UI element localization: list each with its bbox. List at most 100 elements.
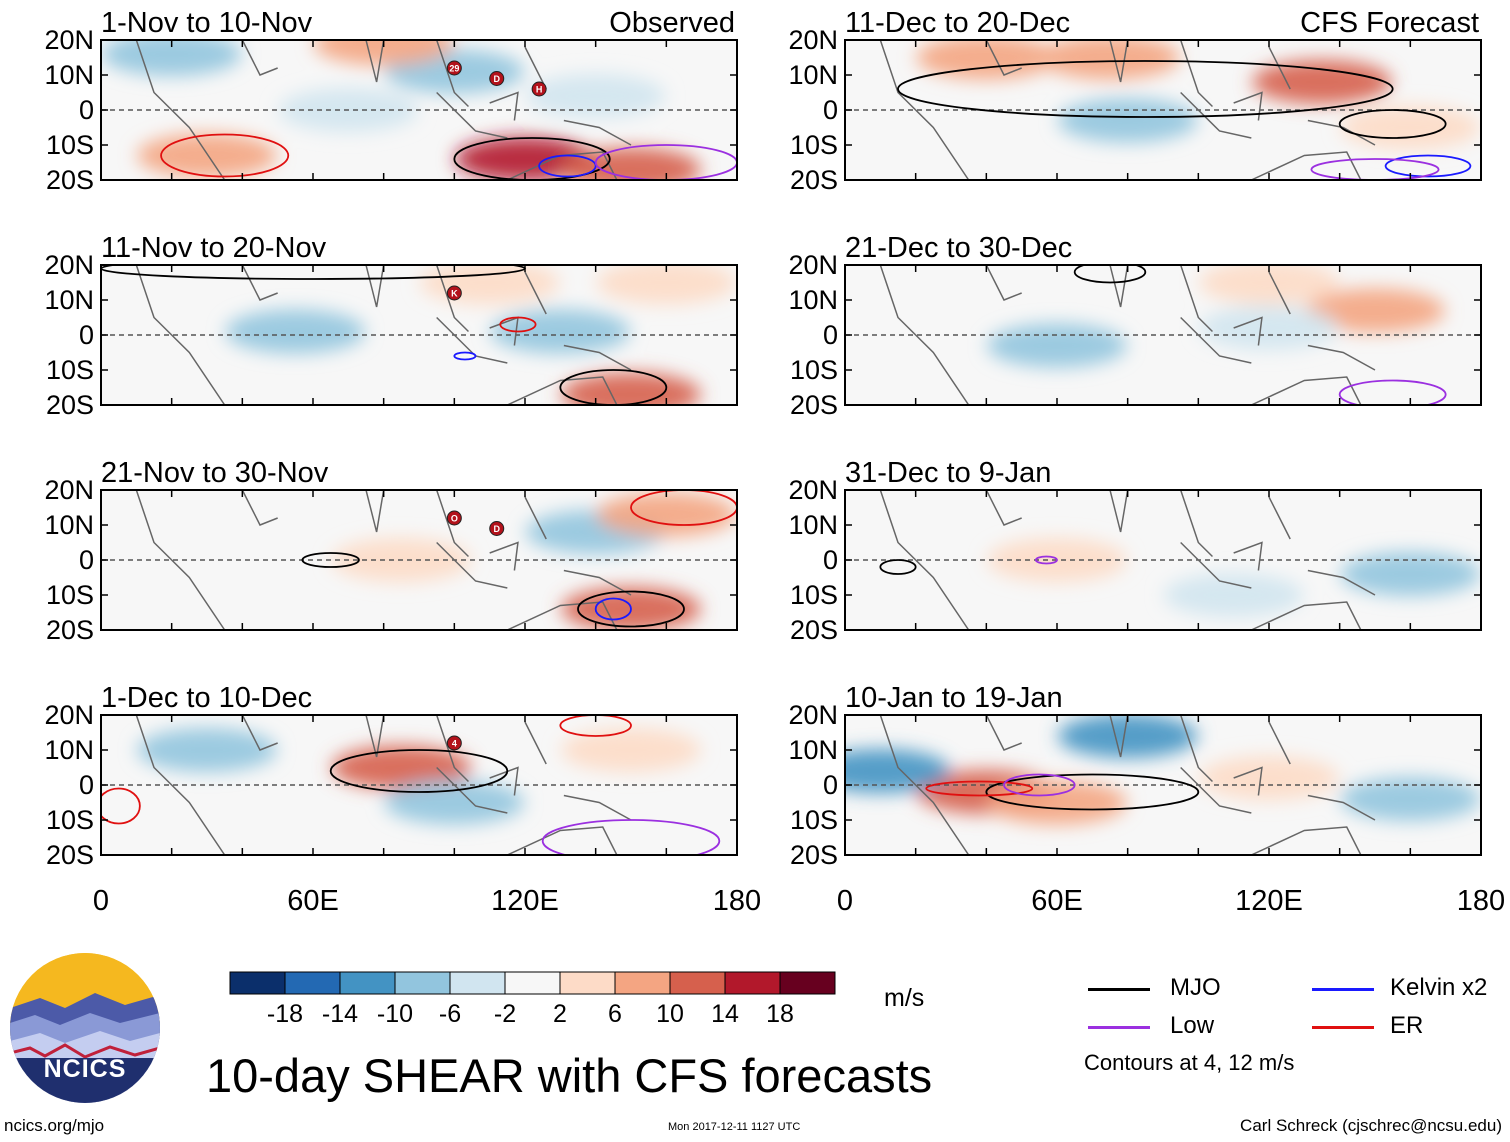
shear-anomaly-blob <box>1057 98 1198 143</box>
shear-anomaly-blob <box>1199 306 1339 350</box>
shear-anomaly-blob <box>561 372 701 405</box>
contour-er <box>101 787 141 825</box>
column-label: Observed <box>609 7 735 39</box>
shear-anomaly-blob <box>331 745 472 790</box>
y-tick-label: 20S <box>790 615 838 645</box>
shear-anomaly-blob <box>137 728 277 772</box>
colorbar-tick-label: 6 <box>608 1000 622 1028</box>
colorbar-tick-label: -2 <box>494 1000 516 1028</box>
colorbar-tick-label: 10 <box>656 1000 684 1028</box>
contour-low <box>1034 555 1058 565</box>
x-tick-label: 60E <box>1031 885 1083 917</box>
coastline <box>879 265 1376 405</box>
colorbar-tick-label: -14 <box>322 1000 358 1028</box>
contour-mjo <box>559 369 668 405</box>
y-tick-label: 10S <box>46 580 94 610</box>
shear-anomaly-blob <box>455 137 595 180</box>
y-tick-label: 20S <box>46 390 94 420</box>
y-tick-label: 10N <box>44 510 94 540</box>
legend-swatch-er <box>1312 1026 1374 1029</box>
contour-kelvin-x2 <box>538 154 597 178</box>
shear-anomaly-blob <box>1340 777 1481 821</box>
y-tick-label: 20N <box>788 475 838 505</box>
svg-text:D: D <box>493 74 500 84</box>
contour-kelvin-x2 <box>1384 154 1472 178</box>
colorbar-swatch <box>504 971 561 995</box>
shear-anomaly-blob <box>384 780 525 825</box>
shear-anomaly-blob <box>561 728 701 772</box>
panel-period-label: 10-Jan to 19-Jan <box>845 682 1063 714</box>
y-tick-label: 20S <box>790 840 838 870</box>
panel-6: 20N 10N 0 10S 20S 31-Dec to 9-Jan <box>788 457 1482 645</box>
footer-site: ncics.org/mjo <box>4 1116 105 1135</box>
y-tick-label: 0 <box>79 545 94 575</box>
shear-anomaly-blob <box>1340 552 1481 596</box>
contour-mjo <box>985 773 1200 811</box>
svg-text:H: H <box>536 85 543 95</box>
svg-text:O: O <box>451 514 458 524</box>
x-tick-label: 180 <box>1457 885 1505 917</box>
y-tick-label: 20N <box>788 250 838 280</box>
x-tick-label: 60E <box>287 885 339 917</box>
contour-er <box>559 715 632 737</box>
shear-anomaly-blob <box>525 74 666 118</box>
panel-4: 20N 10N 0 10S 20S 11-Dec to 20-Dec CFS Forecas… <box>788 7 1482 195</box>
y-tick-label: 10N <box>788 285 838 315</box>
y-tick-label: 20N <box>788 700 838 730</box>
shear-anomaly-blob <box>101 40 242 76</box>
storm-marker: K <box>446 285 462 301</box>
storm-marker: 4 <box>446 735 462 751</box>
panel-period-label: 21-Nov to 30-Nov <box>101 457 329 489</box>
y-tick-label: 10N <box>44 60 94 90</box>
panel-0: 29 D H 20N 10N 0 10S 20S 1-Nov to 10-Nov Observed <box>44 7 738 195</box>
storm-marker: D <box>489 521 505 536</box>
colorbar-swatch <box>779 971 836 995</box>
x-tick-label: 0 <box>837 885 853 917</box>
y-tick-label: 10N <box>788 735 838 765</box>
colorbar-swatch <box>614 971 671 995</box>
logo-mountains-icon <box>10 953 160 1103</box>
shear-anomaly-blob <box>845 749 951 793</box>
panel-period-label: 1-Dec to 10-Dec <box>101 682 312 714</box>
colorbar-swatch <box>284 971 341 995</box>
svg-text:4: 4 <box>452 739 457 749</box>
shear-anomaly-blob <box>1252 60 1392 104</box>
storm-marker: O <box>446 510 462 526</box>
shear-anomaly-blob <box>596 265 737 305</box>
panel-3: 4 20N 10N 0 10S 20S 1-Dec to 10-Dec 0 60E 120E 180 <box>44 682 761 917</box>
panel-period-label: 1-Nov to 10-Nov <box>101 7 313 39</box>
contour-mjo <box>897 60 1394 118</box>
storm-marker: D <box>489 71 505 86</box>
colorbar-swatch <box>669 971 726 995</box>
y-tick-label: 10N <box>44 735 94 765</box>
contour-er <box>630 490 737 526</box>
y-tick-label: 20S <box>46 165 94 195</box>
y-tick-label: 0 <box>79 95 94 125</box>
contour-low <box>1003 773 1076 797</box>
colorbar-swatch <box>339 971 396 995</box>
x-tick-label: 120E <box>1235 885 1303 917</box>
panel-period-label: 21-Dec to 30-Dec <box>845 232 1072 264</box>
colorbar-swatch <box>229 971 286 995</box>
y-tick-label: 0 <box>79 320 94 350</box>
y-tick-label: 20S <box>790 390 838 420</box>
y-tick-label: 20S <box>46 615 94 645</box>
ncics-logo: NCICS <box>10 953 160 1103</box>
storm-marker: 29 <box>446 60 462 76</box>
colorbar-swatch <box>449 971 506 995</box>
coastline <box>135 40 632 180</box>
x-tick-label: 120E <box>491 885 559 917</box>
colorbar-tick-label: -10 <box>377 1000 413 1028</box>
y-tick-label: 20S <box>46 840 94 870</box>
shear-anomaly-blob <box>137 133 277 178</box>
shear-anomaly-blob <box>987 780 1127 825</box>
coastline <box>879 40 1376 180</box>
contour-kelvin-x2 <box>594 597 632 621</box>
colorbar-swatch <box>724 971 781 995</box>
shear-chart: 29 D H 20N 10N 0 10S 20S 1-Nov to 10-Nov Observed… <box>44 7 1505 917</box>
colorbar-tick-label: 14 <box>711 1000 739 1028</box>
column-label: CFS Forecast <box>1300 7 1479 39</box>
y-tick-label: 10S <box>46 130 94 160</box>
colorbar-tick-label: -6 <box>439 1000 461 1028</box>
contour-er <box>499 316 537 333</box>
